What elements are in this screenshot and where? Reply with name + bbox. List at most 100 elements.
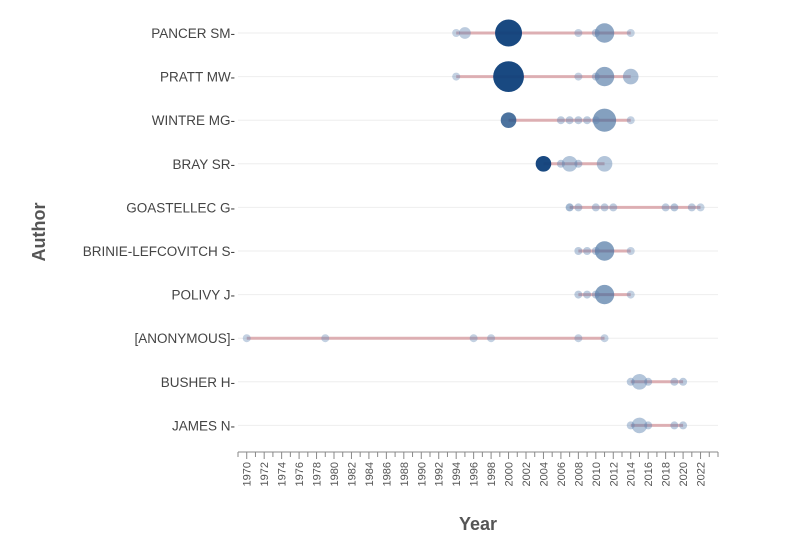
x-tick-label: 2012	[608, 462, 620, 486]
x-tick-label: 2002	[521, 462, 533, 486]
author-label: POLIVY J-	[171, 288, 235, 303]
data-point	[487, 334, 496, 343]
data-point	[574, 203, 583, 212]
data-point	[565, 203, 574, 212]
x-tick-label: 2008	[573, 462, 585, 486]
data-point	[609, 203, 618, 212]
x-tick-label: 1976	[294, 462, 306, 486]
data-point	[574, 29, 583, 37]
x-tick-label: 2020	[678, 462, 690, 486]
data-point	[452, 72, 461, 81]
data-point	[594, 66, 615, 87]
data-point	[670, 421, 679, 430]
x-tick-label: 1986	[381, 462, 393, 486]
data-point	[696, 203, 705, 212]
data-point	[535, 156, 552, 172]
data-point	[644, 377, 653, 386]
x-tick-label: 2000	[504, 462, 516, 486]
x-tick-label: 2006	[556, 462, 568, 486]
x-tick-label: 2022	[696, 462, 708, 486]
x-tick-label: 1990	[416, 462, 428, 486]
data-point	[679, 421, 688, 430]
data-point	[670, 377, 679, 386]
data-point	[242, 334, 251, 343]
x-axis: 1970 1972 1974 1976 1978 1980 1982 1984 1986 1988…	[237, 451, 719, 486]
data-point	[644, 421, 653, 430]
author-label: JAMES N-	[172, 418, 235, 433]
data-point	[574, 334, 583, 343]
x-tick-label: 1988	[399, 462, 411, 486]
data-point	[626, 290, 635, 299]
data-point	[626, 247, 635, 255]
data-point	[495, 19, 523, 47]
data-point	[574, 159, 583, 168]
x-axis-title: Year	[459, 514, 497, 534]
data-point	[583, 116, 592, 125]
data-point	[670, 203, 679, 212]
x-tick-label: 2010	[591, 462, 603, 486]
data-point	[596, 156, 613, 172]
data-point	[583, 290, 592, 299]
data-point	[592, 108, 617, 132]
x-tick-label: 2004	[538, 462, 550, 486]
author-label: BUSHER H-	[161, 375, 235, 390]
data-point	[600, 334, 609, 343]
author-labels: PANCER SM- PRATT MW- WINTRE MG- BRAY SR- GOA…	[83, 26, 235, 433]
data-point	[594, 284, 615, 305]
data-point	[626, 29, 635, 37]
data-point	[459, 27, 471, 39]
data-point	[622, 68, 639, 85]
x-tick-label: 1970	[242, 462, 254, 486]
data-point	[626, 377, 635, 386]
data-point	[591, 290, 600, 299]
author-label: BRINIE-LEFCOVITCH S-	[83, 244, 235, 259]
data-point	[594, 23, 615, 43]
x-tick-label: 2014	[626, 462, 638, 486]
author-label: GOASTELLEC G-	[126, 200, 235, 215]
x-tick-label: 1994	[451, 462, 463, 486]
author-label: PRATT MW-	[160, 70, 235, 85]
author-label: BRAY SR-	[172, 157, 235, 172]
x-tick-label: 2018	[661, 462, 673, 486]
data-point	[661, 203, 670, 212]
x-tick-label: 1982	[346, 462, 358, 486]
data-point	[687, 203, 696, 212]
x-tick-label: 1978	[312, 462, 324, 486]
data-point	[679, 377, 688, 386]
data-point	[556, 159, 565, 168]
data-point	[631, 417, 648, 434]
data-point	[574, 72, 583, 81]
grid-layer	[238, 32, 718, 426]
x-tick-label: 2016	[643, 462, 655, 486]
data-point	[574, 290, 583, 299]
data-point	[493, 61, 524, 92]
data-point	[591, 203, 600, 212]
x-tick-label: 1984	[364, 462, 376, 486]
data-point	[574, 247, 583, 255]
author-label: WINTRE MG-	[152, 113, 235, 128]
data-point	[591, 72, 600, 81]
data-point	[583, 247, 592, 255]
x-tick-label: 1992	[434, 462, 446, 486]
author-label: [ANONYMOUS]-	[134, 331, 235, 346]
x-tick-label: 1998	[486, 462, 498, 486]
y-axis-title: Author	[29, 203, 49, 262]
data-point	[626, 116, 635, 125]
data-point	[574, 116, 583, 125]
data-point	[591, 247, 600, 255]
data-point	[469, 334, 478, 343]
x-tick-label: 1996	[469, 462, 481, 486]
x-tick-label: 1980	[329, 462, 341, 486]
data-point	[321, 334, 330, 343]
data-point	[500, 112, 517, 128]
data-point	[591, 29, 600, 37]
data-point	[626, 421, 635, 430]
data-point	[594, 241, 615, 261]
point-layer	[242, 19, 705, 434]
author-label: PANCER SM-	[151, 26, 235, 41]
x-tick-label: 1974	[277, 462, 289, 486]
data-point	[452, 29, 461, 37]
data-point	[565, 116, 574, 125]
timeline-layer	[246, 31, 701, 427]
